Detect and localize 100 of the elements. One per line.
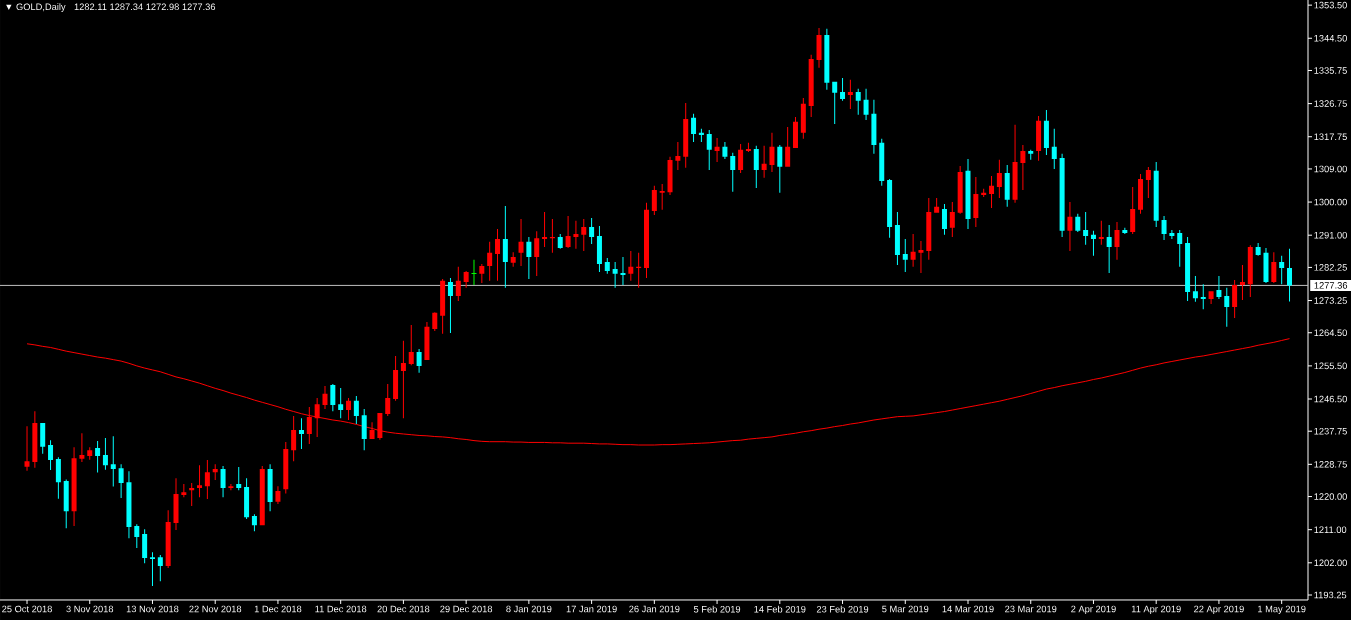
candlestick — [447, 277, 453, 334]
candlestick — [275, 486, 281, 504]
y-tick-label: 1220.00 — [1314, 493, 1347, 500]
candlestick — [87, 447, 93, 460]
candlestick — [1020, 145, 1026, 190]
candlestick — [251, 514, 257, 532]
y-tick-label: 1335.75 — [1314, 67, 1347, 74]
candlestick — [1192, 276, 1198, 302]
candlestick — [667, 156, 673, 196]
candlestick — [314, 397, 320, 437]
candlestick — [24, 426, 30, 471]
candlestick — [157, 555, 163, 582]
x-tick-label: 14 Mar 2019 — [942, 605, 994, 613]
candlestick — [1012, 124, 1018, 203]
candlestick — [55, 457, 61, 499]
ref-line-label: 1277.36 — [1314, 282, 1348, 289]
candlestick — [369, 422, 375, 440]
candlestick — [71, 447, 77, 526]
candlestick — [291, 415, 297, 462]
candlestick — [659, 184, 665, 210]
y-tick-label: 1246.50 — [1314, 395, 1347, 403]
candlestick — [651, 185, 657, 215]
y-tick-label: 1291.00 — [1314, 231, 1347, 239]
y-tick-label: 1353.50 — [1314, 1, 1347, 9]
candlestick — [463, 270, 469, 288]
candlestick — [322, 386, 328, 409]
candlestick — [1153, 161, 1159, 228]
candlestick — [996, 159, 1002, 199]
y-tick-label: 1326.75 — [1314, 100, 1347, 107]
candlestick — [1279, 255, 1285, 285]
candlestick — [330, 383, 336, 412]
candlestick — [361, 408, 367, 451]
candlestick — [1122, 227, 1128, 235]
candlestick — [1239, 265, 1245, 300]
candlestick — [181, 484, 187, 498]
candlestick — [63, 479, 69, 529]
candlestick — [267, 464, 273, 512]
candlestick — [283, 442, 289, 494]
candlestick — [832, 81, 838, 125]
y-tick-label: 1255.50 — [1314, 362, 1347, 370]
candlestick — [212, 464, 218, 480]
candlestick — [471, 259, 477, 285]
candlestick — [542, 212, 548, 247]
candlestick — [620, 256, 626, 285]
candlestick — [800, 97, 806, 139]
candlestick — [1185, 237, 1191, 302]
candlestick — [1043, 110, 1049, 155]
candlestick — [753, 145, 759, 189]
x-tick-label: 1 May 2019 — [1258, 605, 1306, 615]
chart-subtitle: 1282.11 1287.34 1272.98 1277.36 — [74, 3, 216, 11]
candlestick — [863, 88, 869, 120]
x-tick-label: 25 Oct 2018 — [2, 605, 52, 613]
candlestick — [949, 202, 955, 238]
x-tick-label: 1 Dec 2018 — [254, 605, 302, 613]
candlestick — [596, 226, 602, 273]
x-tick-label: 2 Apr 2019 — [1071, 605, 1116, 615]
candlestick — [714, 138, 720, 162]
candlestick — [1083, 212, 1089, 245]
candlestick — [259, 466, 265, 526]
candlestick — [149, 552, 155, 586]
candlestick — [1059, 153, 1065, 238]
candlestick — [165, 510, 171, 568]
candlestick — [769, 132, 775, 172]
candlestick — [1224, 287, 1230, 327]
x-tick-label: 26 Jan 2019 — [629, 605, 680, 613]
x-tick-label: 3 Nov 2018 — [66, 605, 114, 613]
candlestick — [957, 165, 963, 214]
candlestick — [526, 237, 532, 279]
candlestick — [189, 482, 195, 507]
y-tick-label: 1228.75 — [1314, 461, 1347, 468]
candlestick — [855, 88, 861, 115]
candlestick — [581, 219, 587, 252]
candlestick — [487, 241, 493, 281]
candlestick — [126, 471, 132, 539]
chart-title: ▼ GOLD,Daily — [6, 3, 66, 12]
candlestick — [338, 387, 344, 419]
candlestick — [432, 312, 438, 331]
candlestick — [1004, 164, 1010, 207]
candlestick — [353, 396, 359, 425]
candlestick — [636, 252, 642, 288]
candlestick — [400, 340, 406, 419]
x-tick-label: 17 Jan 2019 — [566, 605, 617, 613]
candlestick — [1114, 221, 1120, 260]
candlestick — [628, 251, 634, 281]
candlestick — [698, 128, 704, 143]
candlestick — [518, 219, 524, 267]
candlestick — [1255, 242, 1261, 256]
candlestick — [902, 238, 908, 273]
x-tick-label: 5 Feb 2019 — [693, 605, 741, 613]
candlestick — [1067, 202, 1073, 252]
x-tick-label: 22 Nov 2018 — [189, 605, 242, 613]
candlestick — [557, 234, 563, 249]
y-tick-label: 1193.25 — [1314, 591, 1347, 599]
candlestick — [894, 212, 900, 266]
candlestick — [110, 436, 116, 487]
y-tick-label: 1273.25 — [1314, 297, 1347, 304]
candlestick — [549, 219, 555, 253]
candlestick — [847, 79, 853, 109]
x-tick-label: 20 Dec 2018 — [377, 605, 430, 613]
candlestick — [95, 440, 101, 473]
